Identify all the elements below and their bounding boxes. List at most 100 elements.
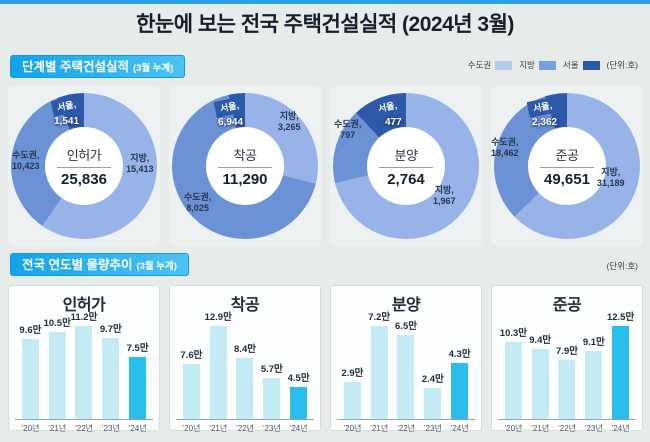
section2-banner: 전국 연도별 물량추이 (3월 누계) — [10, 253, 189, 276]
bar-slot-’24년: 4.5만 — [285, 370, 312, 419]
bar-’20년 — [504, 342, 522, 419]
bar-slot-’23년: 5.7만 — [258, 361, 285, 419]
top-accent-bar — [0, 0, 650, 4]
bar-’24년 — [290, 387, 308, 419]
label-local-region: 지방, 15,413 — [126, 153, 154, 175]
bar-’20년 — [21, 339, 39, 419]
label-local-region: 지방, 3,265 — [278, 111, 301, 133]
x-axis-tick-label: ’23년 — [101, 424, 120, 433]
bar-value-label: 6.5만 — [395, 321, 417, 332]
donut-total-value: 25,836 — [61, 170, 107, 188]
bar-value-label: 7.5만 — [126, 343, 149, 354]
label-local-name: 지방, — [279, 111, 299, 121]
x-axis-tick-label: ’22년 — [557, 424, 577, 433]
bar-’20년 — [182, 364, 200, 419]
legend-item-지방: 지방 — [519, 59, 556, 71]
bar-chart-panel-3: 분양 2.9만 7.2만 6.5만 2.4만 4.3만 ’20년 ’21년 ’22년 ’23년 ’2… — [330, 285, 482, 433]
label-capital-name: 수도권, — [184, 192, 212, 202]
bar-chart-title: 분양 — [391, 297, 421, 314]
label-local-name: 지방, — [434, 185, 454, 195]
label-local-region: 지방, 1,967 — [433, 185, 456, 207]
section1-unit-label: (단위:호) — [606, 60, 638, 70]
donut-panel-completions: 준공 49,651 서울, 2,362 수도권, 18,462 지방, 31,189 — [491, 86, 643, 246]
bar-’21년 — [370, 326, 388, 419]
section2-title: 전국 연도별 물량추이 — [22, 258, 133, 272]
bar-slot-’21년: 12.9만 — [205, 309, 232, 419]
label-capital-value: 797 — [340, 130, 356, 140]
x-axis-tick-label: ’20년 — [182, 424, 201, 433]
bar-value-label: 7.6만 — [180, 350, 203, 361]
donut-center-starts: 착공 11,290 — [206, 127, 284, 205]
x-axis-tick-label: ’22년 — [235, 424, 255, 433]
legend-swatch — [582, 60, 600, 70]
bar-chart-plot-area: 2.9만 7.2만 6.5만 2.4만 4.3만 — [337, 312, 475, 420]
page-title: 한눈에 보는 전국 주택건설실적 (2024년 3월) — [136, 13, 514, 36]
bar-slot-’23년: 9.7만 — [97, 321, 124, 419]
bar-chart-row: 인허가 9.6만 10.5만 11.2만 9.7만 7.5만 ’20년 ’21년 ’22년 ’23… — [8, 285, 643, 434]
label-local-name: 지방, — [601, 167, 621, 177]
bar-chart-x-axis: ’20년 ’21년 ’22년 ’23년 ’24년 — [498, 423, 636, 434]
bar-slot-’24년: 7.5만 — [124, 340, 151, 419]
donut-panel-starts: 착공 11,290 서울, 6,944 수도권, 8,025 지방, 3,265 — [169, 86, 321, 246]
bar-chart-x-axis: ’20년 ’21년 ’22년 ’23년 ’24년 — [15, 423, 153, 434]
donut-divider — [379, 166, 433, 168]
x-axis-tick-label: ’24년 — [289, 424, 308, 433]
bar-’22년 — [558, 360, 576, 419]
label-capital-name: 수도권, — [491, 137, 519, 147]
bar-value-label: 9.6만 — [19, 325, 42, 336]
label-seoul-value: 1,541 — [54, 116, 80, 127]
bar-’24년 — [129, 357, 147, 419]
donut-total-value: 2,764 — [387, 170, 425, 188]
x-axis-tick-label: ’22년 — [74, 424, 94, 433]
bar-chart-title: 인허가 — [62, 297, 106, 314]
bar-value-label: 12.5만 — [606, 312, 635, 323]
label-seoul-value: 477 — [385, 117, 402, 128]
bar-value-label: 7.2만 — [368, 312, 391, 323]
bar-value-label: 5.7만 — [260, 364, 283, 375]
section2-unit-label: (단위:호) — [606, 261, 638, 271]
bar-’22년 — [75, 326, 93, 419]
x-axis-tick-label: ’21년 — [209, 424, 228, 433]
donut-divider — [218, 166, 272, 168]
label-local-name: 지방, — [130, 153, 150, 163]
donut-center-permits: 인허가 25,836 — [45, 127, 123, 205]
bar-chart-plot-area: 9.6만 10.5만 11.2만 9.7만 7.5만 — [15, 312, 153, 420]
bar-chart-title: 착공 — [230, 297, 260, 314]
label-capital-value: 10,423 — [12, 161, 40, 171]
section1-title: 단계별 주택건설실적 — [22, 60, 129, 74]
label-seoul-value: 2,362 — [532, 117, 558, 128]
bar-value-label: 2.4만 — [421, 374, 444, 385]
bar-slot-’20년: 7.6만 — [178, 347, 205, 419]
x-axis-tick-label: ’21년 — [531, 424, 550, 433]
legend: 수도권 지방 서울 (단위:호) — [468, 59, 638, 71]
x-axis-tick-label: ’20년 — [504, 424, 523, 433]
x-axis-tick-label: ’24년 — [450, 424, 469, 433]
label-capital-name: 수도권, — [334, 119, 362, 129]
bar-slot-’21년: 10.5만 — [44, 315, 71, 419]
bar-chart-x-axis: ’20년 ’21년 ’22년 ’23년 ’24년 — [176, 423, 314, 434]
bar-value-label: 10.5만 — [43, 318, 71, 329]
legend-label: 지방 — [519, 60, 535, 70]
donut-total-value: 11,290 — [222, 170, 268, 188]
section1-banner: 단계별 주택건설실적 (3월 누계) — [10, 55, 186, 78]
label-capital-value: 8,025 — [186, 203, 209, 213]
label-local-value: 15,413 — [126, 164, 154, 174]
label-local-value: 31,189 — [597, 178, 625, 188]
label-local-region: 지방, 31,189 — [597, 167, 625, 189]
label-capital-region: 수도권, 10,423 — [12, 150, 40, 172]
bar-’20년 — [343, 382, 361, 419]
bar-’23년 — [424, 388, 442, 419]
bar-’23년 — [102, 338, 120, 419]
donut-divider — [540, 166, 594, 168]
donut-center-completions: 준공 49,651 — [528, 127, 606, 205]
label-capital-value: 18,462 — [491, 148, 519, 158]
bar-slot-’23년: 9.1만 — [580, 334, 607, 419]
donut-total-value: 49,651 — [544, 170, 590, 188]
x-axis-tick-label: ’21년 — [370, 424, 389, 433]
bar-’23년 — [263, 378, 281, 419]
bar-value-label: 9.1만 — [582, 337, 605, 348]
bar-value-label: 12.9만 — [204, 312, 232, 323]
legend-item-수도권: 수도권 — [468, 59, 513, 71]
bar-value-label: 4.5만 — [287, 373, 310, 384]
